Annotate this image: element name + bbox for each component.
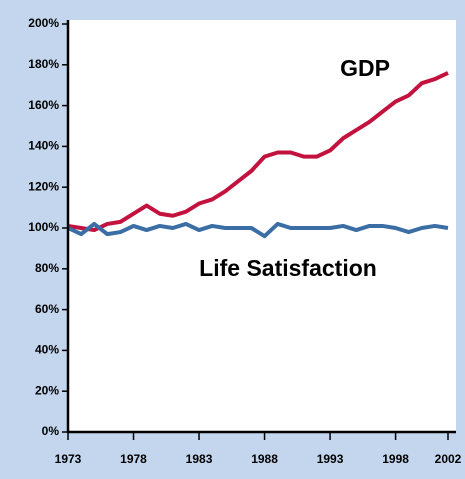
marks <box>67 71 449 239</box>
y-tick-label: 160% <box>28 98 59 112</box>
x-tick-label: 1988 <box>251 452 278 466</box>
x-tick-label: 1998 <box>382 452 409 466</box>
line-series <box>67 71 449 233</box>
y-tick-label: 120% <box>28 179 59 193</box>
y-tick-label: 200% <box>28 16 59 30</box>
y-tick-label: 60% <box>35 302 59 316</box>
series-label: GDP <box>340 55 390 81</box>
x-tick-label: 2002 <box>435 452 462 466</box>
y-tick-label: 140% <box>28 139 59 153</box>
y-tick-label: 100% <box>28 220 59 234</box>
y-tick-label: 80% <box>35 261 59 275</box>
x-tick-label: 1978 <box>120 452 147 466</box>
y-tick-label: 0% <box>42 424 60 438</box>
series-label: Life Satisfaction <box>199 255 377 281</box>
x-tick-label: 1983 <box>186 452 213 466</box>
y-tick-label: 180% <box>28 57 59 71</box>
line-series <box>67 221 449 239</box>
x-tick-label: 1993 <box>317 452 344 466</box>
y-tick-label: 20% <box>35 383 59 397</box>
plot-area <box>68 20 456 432</box>
x-tick-label: 1973 <box>55 452 82 466</box>
y-tick-label: 40% <box>35 343 59 357</box>
